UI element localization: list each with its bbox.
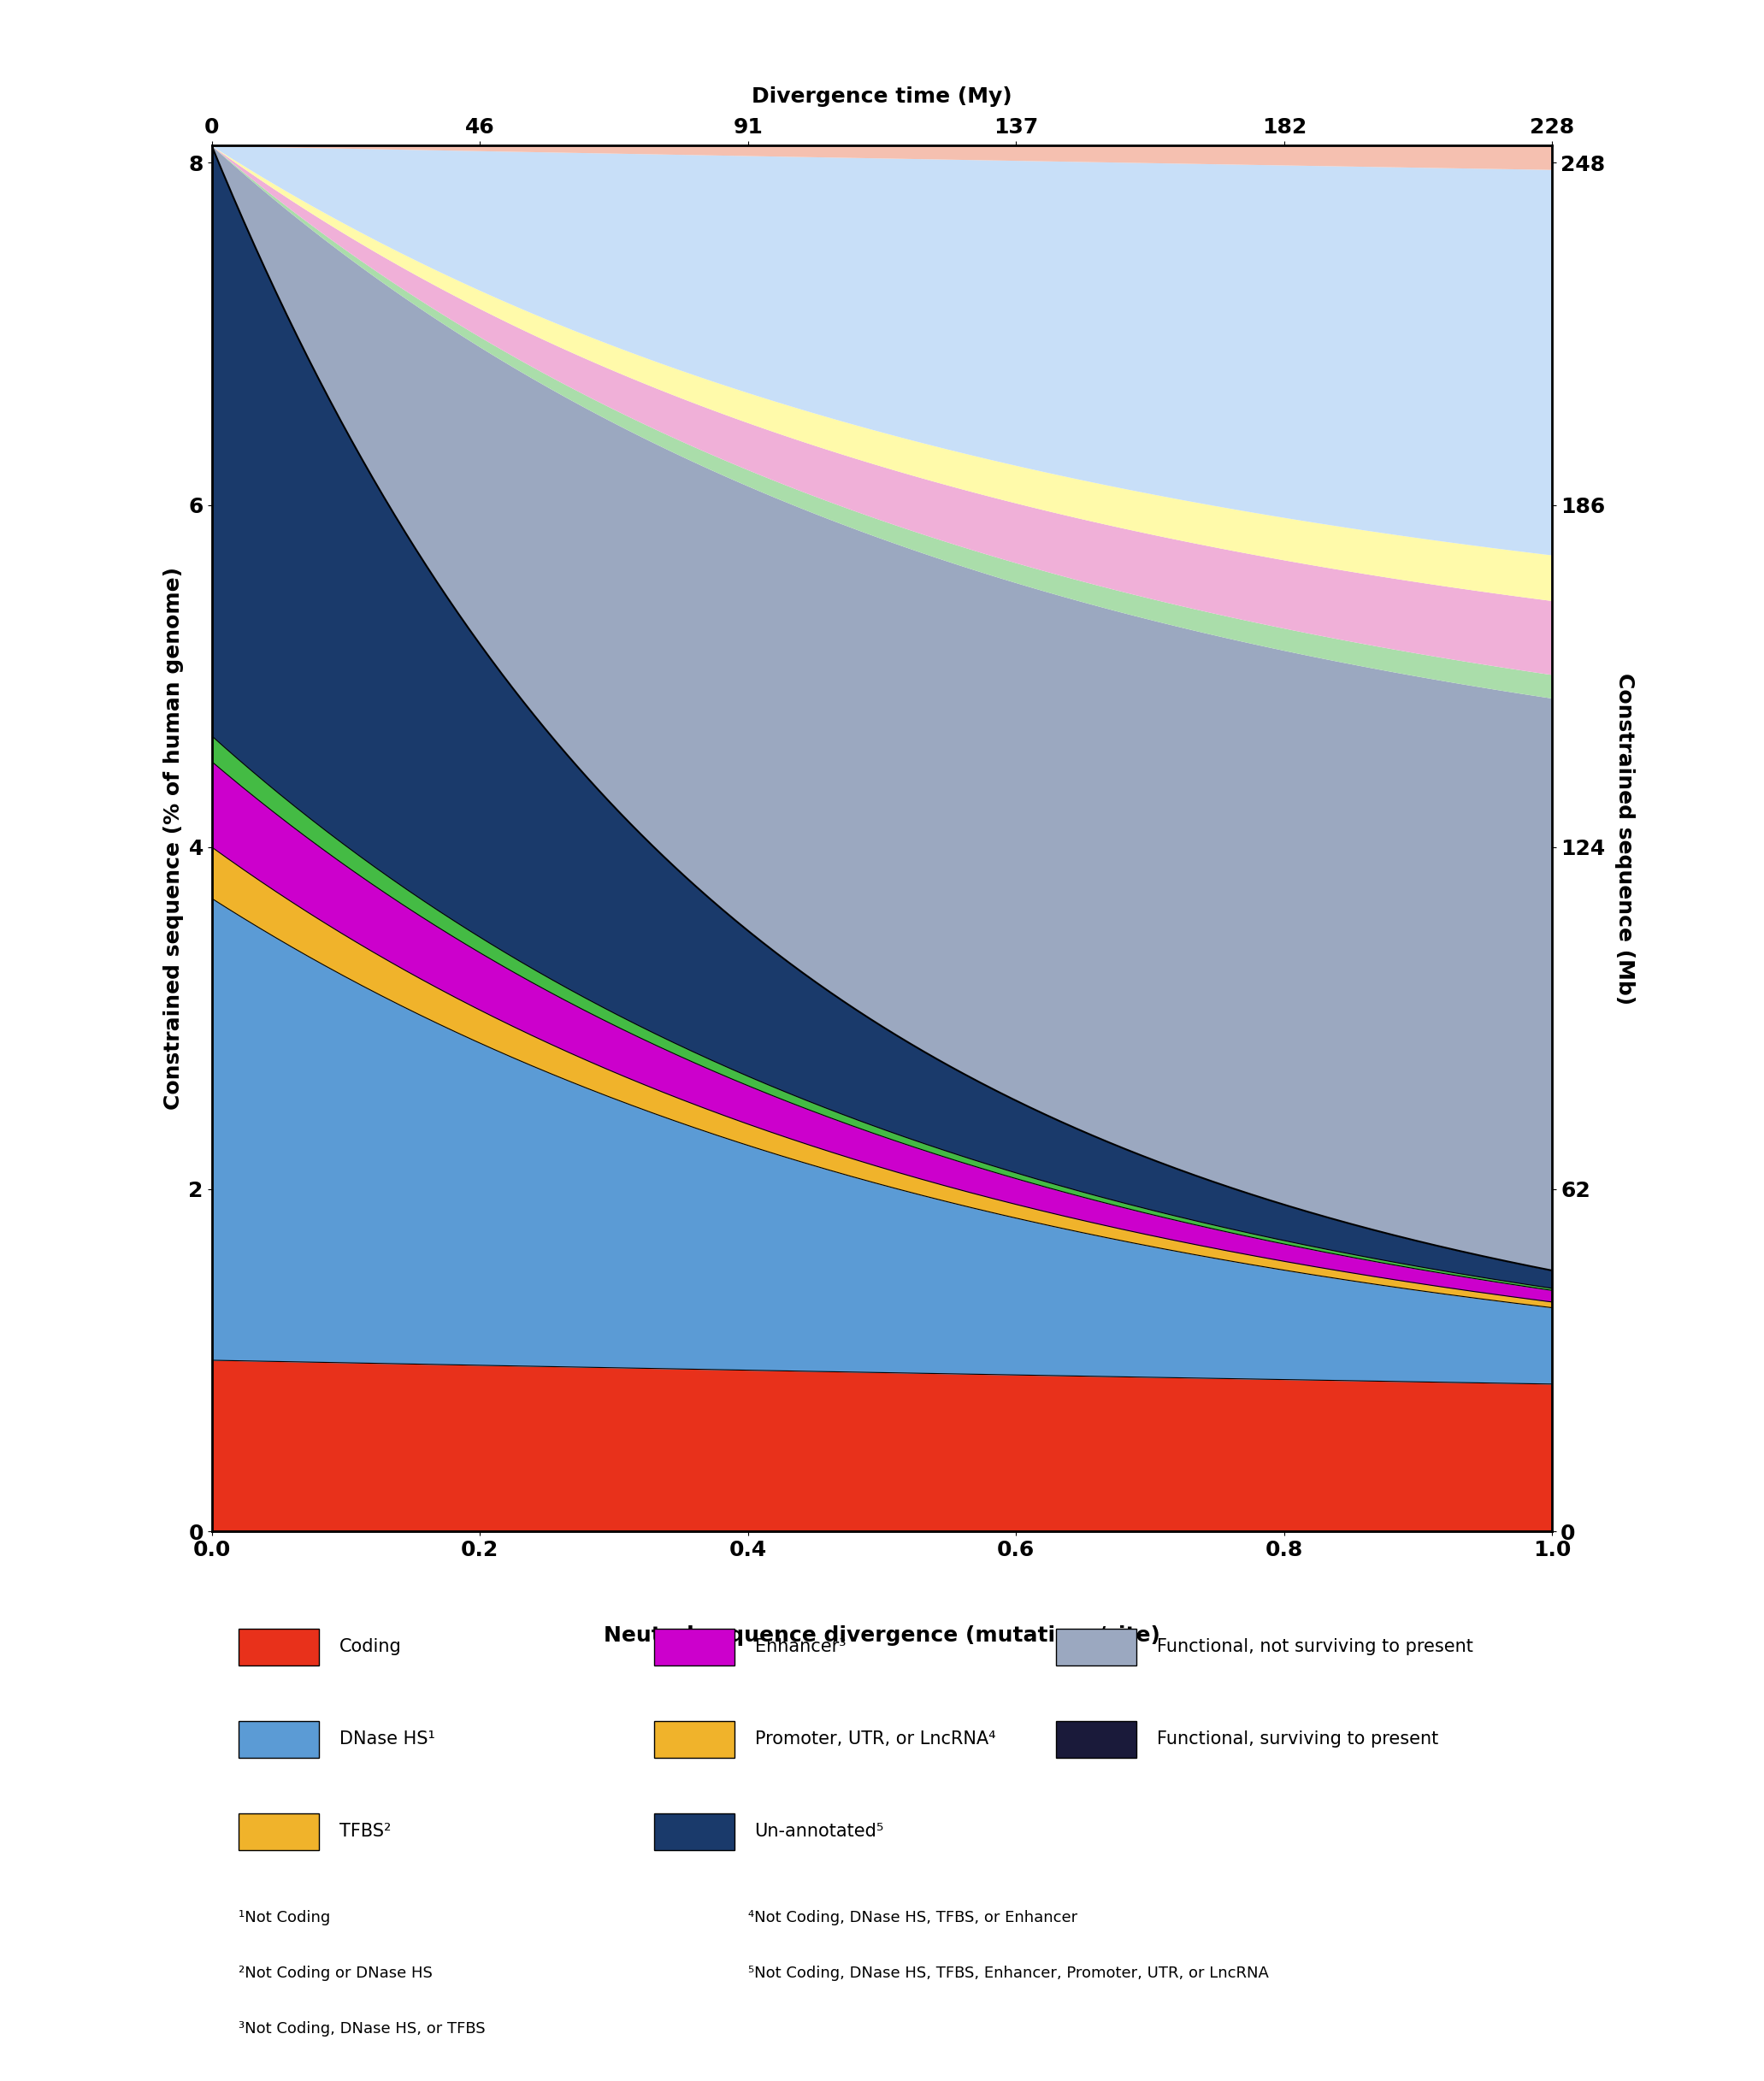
Y-axis label: Constrained sequence (Mb): Constrained sequence (Mb) xyxy=(1614,672,1635,1005)
Text: TFBS²: TFBS² xyxy=(339,1823,392,1840)
FancyBboxPatch shape xyxy=(238,1721,319,1758)
Text: ⁴Not Coding, DNase HS, TFBS, or Enhancer: ⁴Not Coding, DNase HS, TFBS, or Enhancer xyxy=(748,1910,1078,1925)
Y-axis label: Constrained sequence (% of human genome): Constrained sequence (% of human genome) xyxy=(162,566,183,1109)
FancyBboxPatch shape xyxy=(1057,1627,1136,1665)
Text: ¹Not Coding: ¹Not Coding xyxy=(238,1910,330,1925)
Text: Promoter, UTR, or LncRNA⁴: Promoter, UTR, or LncRNA⁴ xyxy=(755,1731,995,1748)
Text: ²Not Coding or DNase HS: ²Not Coding or DNase HS xyxy=(238,1964,432,1981)
Text: Enhancer³: Enhancer³ xyxy=(755,1638,845,1654)
FancyBboxPatch shape xyxy=(238,1813,319,1850)
Text: ³Not Coding, DNase HS, or TFBS: ³Not Coding, DNase HS, or TFBS xyxy=(238,2021,485,2037)
FancyBboxPatch shape xyxy=(238,1627,319,1665)
Text: ⁵Not Coding, DNase HS, TFBS, Enhancer, Promoter, UTR, or LncRNA: ⁵Not Coding, DNase HS, TFBS, Enhancer, P… xyxy=(748,1964,1268,1981)
Text: Functional, surviving to present: Functional, surviving to present xyxy=(1157,1731,1438,1748)
Text: Functional, not surviving to present: Functional, not surviving to present xyxy=(1157,1638,1473,1654)
FancyBboxPatch shape xyxy=(654,1721,734,1758)
X-axis label: Divergence time (My): Divergence time (My) xyxy=(751,85,1013,106)
Text: DNase HS¹: DNase HS¹ xyxy=(339,1731,434,1748)
FancyBboxPatch shape xyxy=(654,1627,734,1665)
FancyBboxPatch shape xyxy=(1057,1721,1136,1758)
Text: Un-annotated⁵: Un-annotated⁵ xyxy=(755,1823,884,1840)
FancyBboxPatch shape xyxy=(654,1813,734,1850)
Text: Coding: Coding xyxy=(339,1638,400,1654)
X-axis label: Neutral sequence divergence (mutations/site): Neutral sequence divergence (mutations/s… xyxy=(603,1625,1161,1646)
